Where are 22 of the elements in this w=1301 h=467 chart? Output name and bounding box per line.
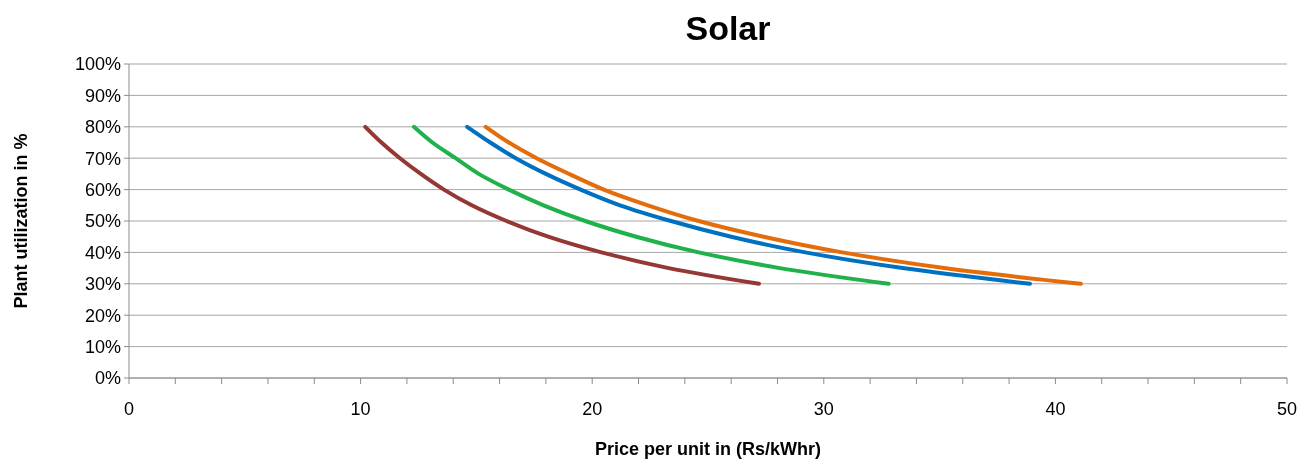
y-tick-label: 50% [84, 211, 121, 232]
y-tick-label: 60% [84, 179, 121, 200]
x-axis-title: Price per unit in (Rs/kWhr) [594, 439, 822, 459]
x-tick-label: 20 [582, 399, 603, 419]
y-tick-label: 90% [84, 85, 121, 106]
x-tick-label: 0 [123, 399, 135, 419]
x-tick-label: 10 [350, 399, 371, 419]
line-series [363, 124, 761, 286]
y-tick-label: 40% [84, 242, 121, 263]
y-axis-title: Plant utilization in % [11, 133, 31, 309]
y-tick-label: 30% [84, 274, 121, 295]
y-tick-label: 20% [84, 305, 121, 326]
y-tick-label: 80% [84, 117, 121, 138]
y-tick-label: 0% [94, 368, 121, 389]
y-tick-label: 10% [84, 336, 121, 357]
x-tick-label: 30 [813, 399, 834, 419]
x-tick-label: 50 [1276, 399, 1298, 419]
line-series [411, 124, 891, 286]
y-tick-label: 70% [84, 148, 121, 169]
y-tick-label: 100% [74, 54, 121, 75]
chart-title: Solar [685, 9, 771, 47]
x-tick-label: 40 [1045, 399, 1066, 419]
